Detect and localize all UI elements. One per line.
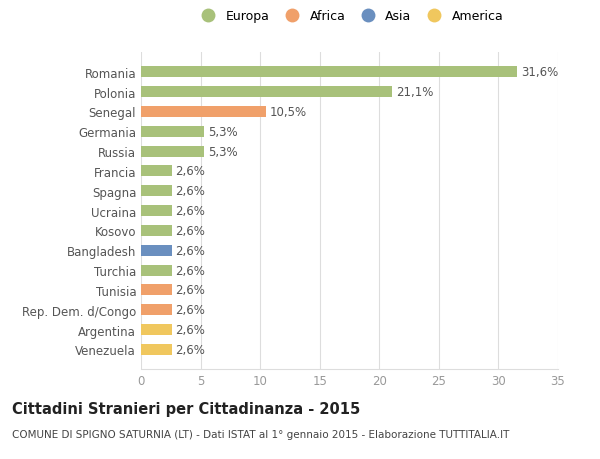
Text: 2,6%: 2,6% (176, 284, 205, 297)
Bar (141, 67, 517, 78)
Bar (141, 206, 172, 217)
Text: COMUNE DI SPIGNO SATURNIA (LT) - Dati ISTAT al 1° gennaio 2015 - Elaborazione TU: COMUNE DI SPIGNO SATURNIA (LT) - Dati IS… (12, 429, 509, 439)
Text: 31,6%: 31,6% (521, 66, 559, 79)
Text: 2,6%: 2,6% (176, 343, 205, 356)
Text: 5,3%: 5,3% (208, 146, 238, 158)
Text: 2,6%: 2,6% (176, 205, 205, 218)
Text: 2,6%: 2,6% (176, 324, 205, 336)
Bar (141, 186, 172, 197)
Bar (141, 87, 392, 98)
Text: 2,6%: 2,6% (176, 303, 205, 317)
Bar (141, 225, 172, 236)
Text: 10,5%: 10,5% (269, 106, 307, 119)
Text: 2,6%: 2,6% (176, 264, 205, 277)
Bar (141, 107, 266, 118)
Bar (141, 166, 172, 177)
Bar (141, 265, 172, 276)
Bar (141, 127, 204, 137)
Bar (141, 344, 172, 355)
Bar (141, 305, 172, 315)
Text: 5,3%: 5,3% (208, 125, 238, 139)
Text: Cittadini Stranieri per Cittadinanza - 2015: Cittadini Stranieri per Cittadinanza - 2… (12, 402, 360, 417)
Bar (141, 146, 204, 157)
Text: 21,1%: 21,1% (396, 86, 433, 99)
Bar (141, 285, 172, 296)
Text: 2,6%: 2,6% (176, 165, 205, 178)
Bar (141, 245, 172, 256)
Text: 2,6%: 2,6% (176, 185, 205, 198)
Text: 2,6%: 2,6% (176, 244, 205, 257)
Bar (141, 325, 172, 336)
Legend: Europa, Africa, Asia, America: Europa, Africa, Asia, America (196, 10, 503, 23)
Text: 2,6%: 2,6% (176, 224, 205, 237)
